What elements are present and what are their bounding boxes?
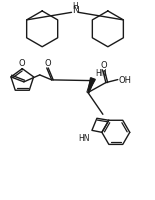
Text: HN: HN [78, 134, 90, 143]
Text: HN: HN [95, 68, 106, 77]
Text: O: O [44, 59, 51, 68]
Text: OH: OH [119, 76, 132, 85]
Text: N: N [72, 6, 78, 15]
Text: O: O [101, 61, 107, 70]
Polygon shape [88, 78, 95, 93]
Text: O: O [19, 59, 26, 68]
Text: H: H [72, 2, 78, 11]
